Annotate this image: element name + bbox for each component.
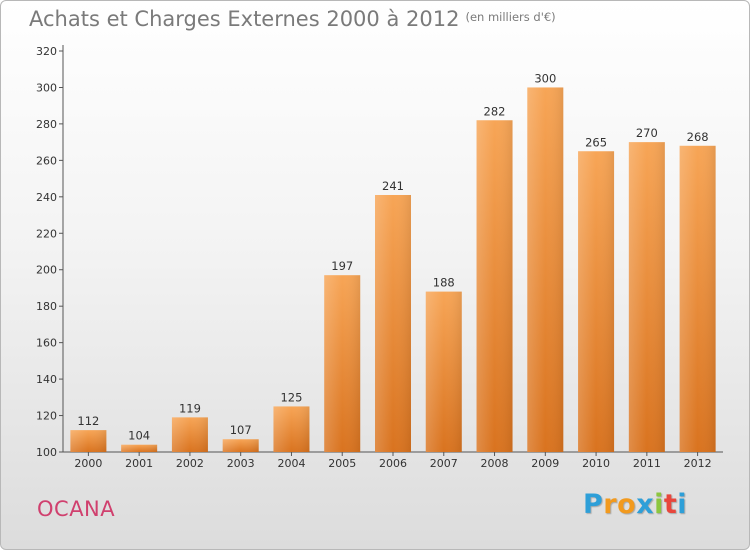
y-tick-label: 160 <box>36 337 57 350</box>
x-tick-label: 2009 <box>531 457 559 470</box>
data-label: 107 <box>230 423 252 437</box>
logo-letter: t <box>663 489 678 520</box>
chart-subtitle: (en milliers d'€) <box>465 10 556 24</box>
x-tick-label: 2012 <box>684 457 712 470</box>
bar-shade <box>578 151 615 452</box>
data-label: 104 <box>128 429 150 443</box>
y-tick-label: 120 <box>36 410 57 423</box>
x-tick-label: 2002 <box>176 457 204 470</box>
bar-shade <box>273 406 310 452</box>
x-tick-label: 2001 <box>125 457 153 470</box>
data-label: 188 <box>433 276 455 290</box>
bar-shade <box>527 87 564 453</box>
data-label: 197 <box>331 259 353 273</box>
x-tick-label: 2003 <box>227 457 255 470</box>
x-tick-label: 2000 <box>74 457 102 470</box>
bar-shade <box>171 417 208 452</box>
bar-shade <box>679 145 716 453</box>
commune-name: OCANA <box>37 497 116 521</box>
bar-shade <box>375 194 411 452</box>
proxiti-logo: Proxiti <box>583 489 687 520</box>
x-tick-label: 2007 <box>430 457 458 470</box>
logo-letter: i <box>654 489 664 520</box>
y-tick-label: 100 <box>36 446 57 459</box>
bar-shade <box>70 430 107 452</box>
logo-letter: r <box>603 489 618 520</box>
data-label: 270 <box>636 126 658 140</box>
data-label: 112 <box>77 414 99 428</box>
x-tick-label: 2004 <box>277 457 305 470</box>
bar-shade <box>425 291 462 452</box>
bar-shade <box>222 439 259 452</box>
data-label: 268 <box>687 130 709 144</box>
chart-title-text: Achats et Charges Externes 2000 à 2012 <box>29 7 460 31</box>
y-tick-label: 220 <box>36 227 57 240</box>
data-label: 300 <box>534 71 556 85</box>
logo-letter: o <box>617 489 637 520</box>
bar-shade <box>324 275 361 452</box>
y-tick-label: 240 <box>36 191 57 204</box>
logo-letter: i <box>677 489 688 520</box>
data-label: 119 <box>179 401 201 415</box>
y-tick-label: 260 <box>36 154 57 167</box>
bar-shade <box>476 120 513 452</box>
x-tick-label: 2008 <box>481 457 509 470</box>
logo-letter: x <box>636 489 655 520</box>
data-label: 282 <box>484 104 506 118</box>
y-tick-label: 200 <box>36 264 57 277</box>
bar-shade <box>121 444 158 452</box>
data-label: 125 <box>280 390 302 404</box>
data-label: 241 <box>382 179 404 193</box>
x-tick-label: 2005 <box>328 457 356 470</box>
y-tick-label: 280 <box>36 118 57 131</box>
logo-letter: P <box>583 489 604 520</box>
bar-shade <box>628 142 665 453</box>
chart-title: Achats et Charges Externes 2000 à 2012 (e… <box>29 7 556 31</box>
y-tick-label: 320 <box>36 45 57 58</box>
y-tick-label: 180 <box>36 300 57 313</box>
x-tick-label: 2010 <box>582 457 610 470</box>
x-tick-label: 2011 <box>633 457 661 470</box>
y-tick-label: 300 <box>36 81 57 94</box>
y-tick-label: 140 <box>36 373 57 386</box>
data-label: 265 <box>585 135 607 149</box>
x-tick-label: 2006 <box>379 457 407 470</box>
